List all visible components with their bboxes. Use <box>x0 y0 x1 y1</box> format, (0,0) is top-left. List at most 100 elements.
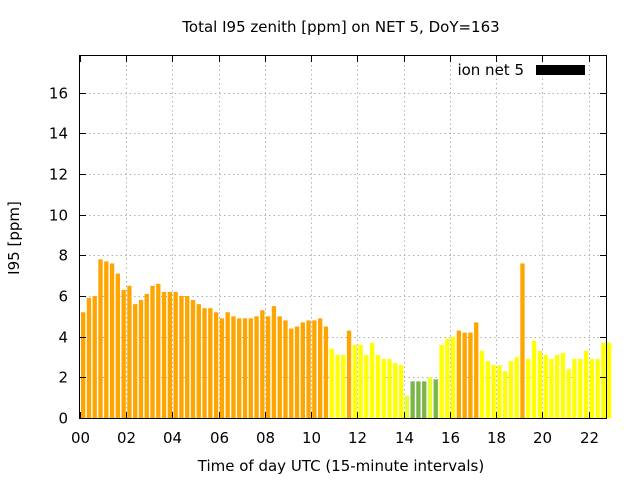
bar <box>202 308 207 418</box>
bar <box>329 348 334 418</box>
bar <box>398 365 404 418</box>
y-tick-label: 8 <box>58 247 68 265</box>
bar <box>370 342 375 418</box>
legend-label: ion net 5 <box>457 61 524 79</box>
bar <box>225 312 230 418</box>
bar <box>375 354 381 418</box>
bar <box>572 359 577 418</box>
x-tick-label: 14 <box>395 429 414 447</box>
x-tick-label: 10 <box>302 429 321 447</box>
x-tick-label: 16 <box>441 429 460 447</box>
bar <box>352 344 358 418</box>
x-tick-label: 18 <box>487 429 506 447</box>
bar <box>358 344 363 418</box>
bars-layer <box>81 259 612 418</box>
bar <box>450 336 456 418</box>
bar <box>161 291 167 418</box>
bar <box>416 381 421 418</box>
bar <box>381 359 386 418</box>
y-tick-label: 6 <box>58 288 68 306</box>
chart-title: Total I95 zenith [ppm] on NET 5, DoY=163 <box>181 18 499 36</box>
bar <box>150 285 155 418</box>
bar <box>549 359 554 418</box>
bar <box>497 365 502 418</box>
bar <box>508 361 514 418</box>
ticks-layer <box>80 56 606 419</box>
bar <box>86 298 92 418</box>
bar <box>393 363 398 418</box>
bar <box>474 322 479 418</box>
bar <box>242 318 248 418</box>
bar <box>104 261 109 418</box>
bar <box>185 295 190 418</box>
bar <box>607 342 612 418</box>
bar <box>566 369 571 418</box>
bar <box>422 381 427 418</box>
y-tick-label: 2 <box>58 369 68 387</box>
bar <box>346 330 352 418</box>
bar <box>277 316 282 418</box>
bar <box>190 300 196 418</box>
grid-layer <box>80 56 606 418</box>
bar <box>341 354 346 418</box>
y-axis-label: I95 [ppm] <box>5 201 23 275</box>
bar <box>323 326 329 418</box>
bar <box>589 359 594 418</box>
bar <box>601 342 606 418</box>
bar <box>427 377 433 418</box>
bar <box>196 304 201 418</box>
y-tick-label: 12 <box>49 166 68 184</box>
bar <box>179 295 184 418</box>
bar <box>468 332 473 418</box>
bar <box>265 316 271 418</box>
y-tick-label: 4 <box>58 329 68 347</box>
y-tick-label: 16 <box>49 85 68 103</box>
bar <box>514 356 519 418</box>
bar <box>121 289 126 418</box>
bar <box>456 330 462 418</box>
bar <box>306 320 311 418</box>
bar <box>254 316 259 418</box>
bar <box>231 316 236 418</box>
bar <box>520 263 525 418</box>
bar <box>364 354 369 418</box>
bar <box>537 350 542 418</box>
bar <box>115 273 121 418</box>
bar <box>173 291 178 418</box>
bar <box>127 285 132 418</box>
x-tick-label: 00 <box>71 429 90 447</box>
legend-swatch <box>536 65 585 75</box>
bar <box>554 354 560 418</box>
bar <box>156 283 161 418</box>
bar <box>237 318 242 418</box>
bar <box>317 318 323 418</box>
y-tick-label: 0 <box>58 410 68 428</box>
x-axis-label: Time of day UTC (15-minute intervals) <box>197 457 484 475</box>
bar <box>462 332 467 418</box>
bar <box>404 395 410 418</box>
bar <box>283 320 288 418</box>
bar <box>335 354 340 418</box>
bar <box>491 365 496 418</box>
bar <box>387 359 392 418</box>
legend: ion net 5 <box>457 61 585 79</box>
bar <box>502 371 508 418</box>
bar <box>479 350 485 418</box>
bar <box>144 293 149 418</box>
x-tick-label: 20 <box>533 429 552 447</box>
x-tick-label: 06 <box>210 429 229 447</box>
bar <box>92 295 97 418</box>
bar <box>595 359 600 418</box>
y-tick-label: 10 <box>49 207 68 225</box>
bar <box>485 361 490 418</box>
bar <box>526 359 531 418</box>
bar <box>167 291 173 418</box>
bar <box>81 312 86 418</box>
bar <box>138 300 144 418</box>
bar <box>289 328 294 418</box>
bar <box>260 310 265 418</box>
x-tick-label: 22 <box>580 429 599 447</box>
x-tick-label: 12 <box>348 429 367 447</box>
bar <box>248 318 253 418</box>
